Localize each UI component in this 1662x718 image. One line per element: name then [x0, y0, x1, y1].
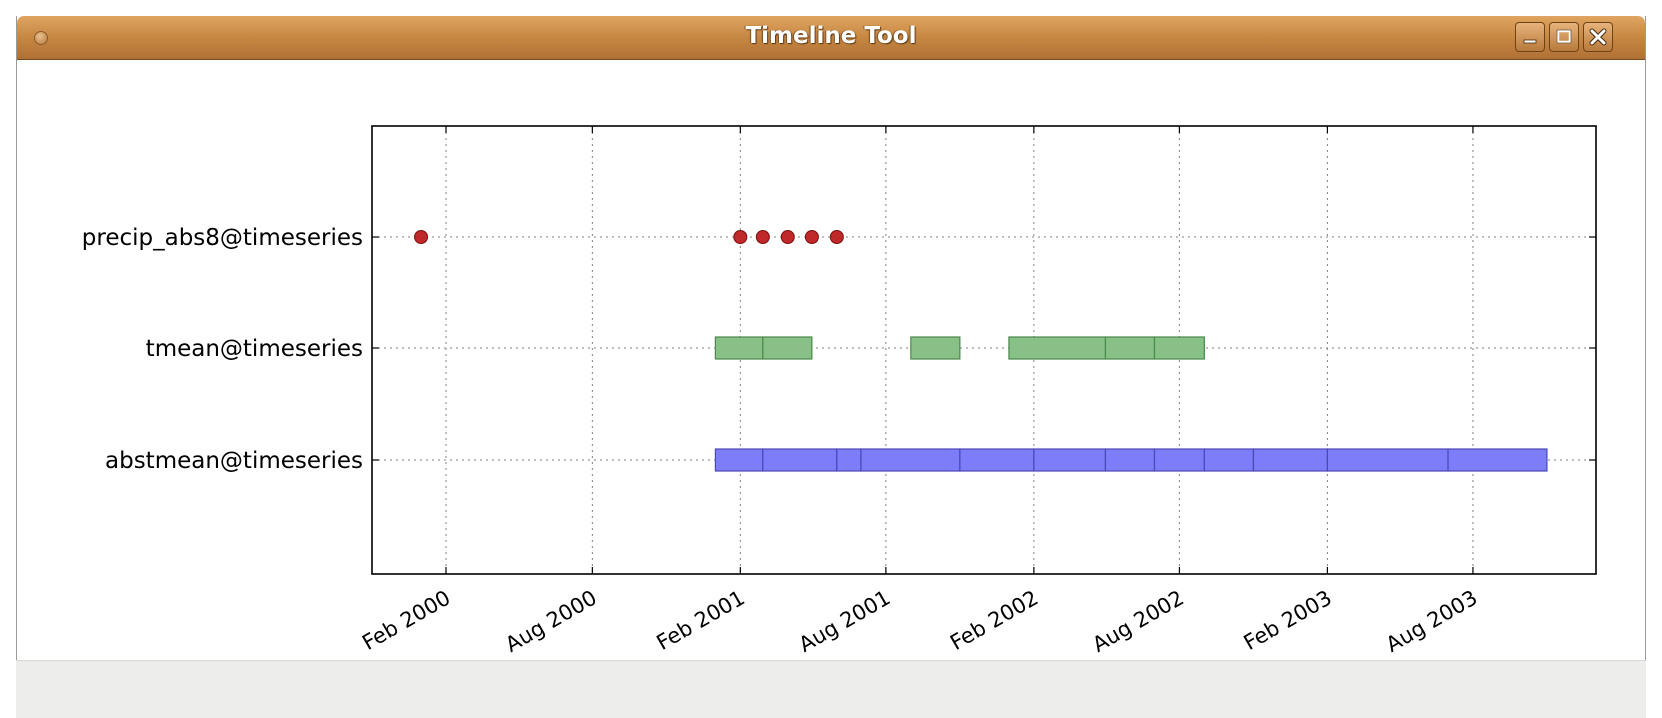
x-tick-label: Feb 2001	[653, 586, 749, 655]
window-menu-icon[interactable]	[34, 31, 48, 45]
maximize-button[interactable]	[1549, 22, 1579, 52]
interval-bar	[762, 448, 838, 472]
interval-bar	[1104, 448, 1156, 472]
status-bar	[16, 660, 1646, 718]
interval-bar	[860, 448, 961, 472]
x-tick-label: Aug 2002	[1088, 586, 1188, 657]
interval-bar	[1153, 448, 1205, 472]
interval-bar	[1252, 448, 1328, 472]
precip-point	[414, 230, 429, 244]
x-tick-label: Aug 2001	[795, 586, 895, 657]
minimize-icon	[1523, 39, 1537, 44]
precip-point	[804, 230, 819, 244]
interval-bar	[762, 336, 813, 360]
interval-bar	[1153, 336, 1205, 360]
interval-bar	[1033, 448, 1107, 472]
grid	[372, 126, 1596, 574]
plot-area-frame	[371, 125, 1597, 575]
x-tick-label: Feb 2003	[1240, 586, 1336, 655]
ticks	[372, 126, 1596, 574]
y-category-label: precip_abs8@timeseries	[82, 225, 363, 251]
y-category-label: tmean@timeseries	[146, 336, 363, 362]
x-tick-label: Aug 2000	[501, 586, 601, 657]
close-icon	[1589, 28, 1607, 46]
app-window: Timeline Tool	[16, 16, 1646, 718]
interval-bar	[1104, 336, 1156, 360]
close-button[interactable]	[1583, 22, 1613, 52]
interval-bar	[714, 336, 764, 360]
interval-bar	[1326, 448, 1449, 472]
interval-bar	[1203, 448, 1255, 472]
precip-point	[755, 230, 770, 244]
interval-bar	[910, 336, 961, 360]
interval-bar	[1447, 448, 1548, 472]
data-marks	[414, 230, 1548, 472]
interval-bar	[836, 448, 862, 472]
x-tick-label: Feb 2000	[358, 586, 454, 655]
y-category-label: abstmean@timeseries	[105, 448, 363, 474]
precip-point	[780, 230, 795, 244]
interval-bar	[714, 448, 764, 472]
interval-bar	[959, 448, 1035, 472]
precip-point	[733, 230, 748, 244]
x-tick-label: Feb 2002	[946, 586, 1042, 655]
precip-point	[829, 230, 844, 244]
window-title: Timeline Tool	[745, 23, 917, 49]
interval-bar	[1008, 336, 1107, 360]
tick-labels: Feb 2000 Aug 2000 Feb 2001 Aug 2001 Feb 2002…	[82, 225, 1482, 657]
maximize-icon	[1556, 29, 1572, 44]
title-bar[interactable]: Timeline Tool	[17, 16, 1645, 60]
x-tick-label: Aug 2003	[1382, 586, 1482, 657]
minimize-button[interactable]	[1515, 22, 1545, 52]
